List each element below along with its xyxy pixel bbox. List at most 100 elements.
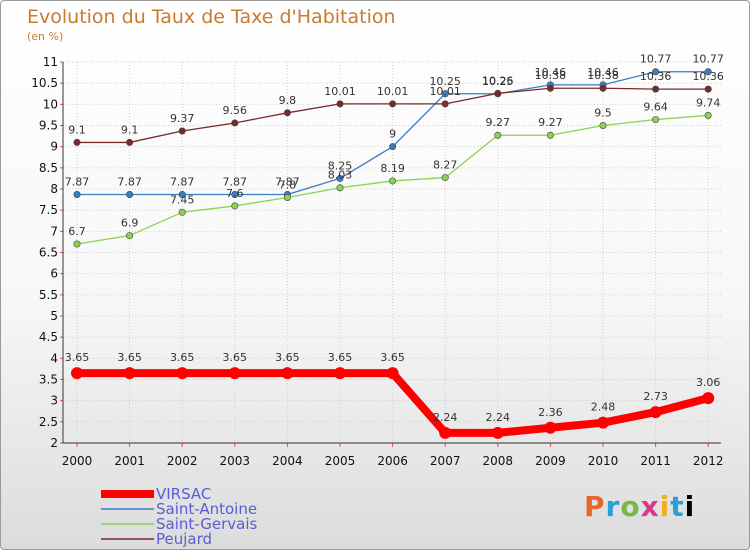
data-label: 2.48	[591, 401, 616, 414]
data-point	[178, 127, 186, 135]
logo-letter: x	[640, 490, 660, 523]
data-label: 7.87	[275, 176, 300, 189]
data-point	[73, 138, 81, 146]
x-tick-label: 2007	[430, 454, 461, 468]
data-point	[494, 89, 502, 97]
proxiti-logo: Proxiti	[584, 490, 695, 523]
data-point	[334, 367, 346, 380]
data-label: 3.65	[170, 351, 195, 364]
data-label: 7.87	[223, 176, 248, 189]
data-point	[546, 131, 554, 139]
data-point	[126, 138, 134, 146]
data-point	[386, 367, 399, 380]
y-tick-label: 2	[50, 436, 58, 450]
data-label: 9.8	[279, 94, 297, 107]
x-tick-label: 2005	[325, 454, 356, 468]
data-point	[389, 177, 397, 185]
y-tick-label: 5.5	[39, 288, 58, 302]
data-label: 10.77	[692, 53, 724, 66]
x-tick-label: 2008	[483, 454, 514, 468]
y-tick-label: 5	[50, 309, 58, 323]
data-label: 3.65	[117, 351, 142, 364]
y-tick-label: 9.5	[39, 119, 58, 133]
data-point	[389, 143, 397, 151]
data-label: 10.38	[535, 69, 567, 82]
data-label: 3.65	[380, 351, 405, 364]
axes	[60, 61, 721, 447]
data-point	[231, 202, 239, 210]
data-label: 10.01	[324, 85, 356, 98]
data-label: 9	[389, 128, 396, 141]
data-label: 7.8	[279, 178, 297, 191]
series-lines	[71, 68, 715, 439]
data-label: 9.37	[170, 112, 195, 125]
y-tick-label: 4.5	[39, 330, 58, 344]
data-label: 7.45	[170, 193, 195, 206]
data-label: 10.26	[482, 74, 514, 87]
data-label: 10.46	[535, 66, 567, 79]
data-label: 2.24	[433, 411, 458, 424]
data-label: 9.27	[538, 116, 563, 129]
data-label: 3.65	[275, 351, 300, 364]
data-point	[126, 191, 134, 199]
legend-label-saint-gervais: Saint-Gervais	[156, 515, 257, 533]
data-point	[178, 191, 186, 199]
data-label: 6.7	[68, 225, 86, 238]
data-point	[491, 426, 504, 439]
x-tick-label: 2000	[62, 454, 93, 468]
y-tick-label: 2.5	[39, 415, 58, 429]
logo-letter: t	[670, 490, 685, 523]
data-label: 10.38	[587, 69, 619, 82]
x-tick-label: 2009	[535, 454, 566, 468]
logo-letter: i	[659, 490, 671, 523]
data-point	[599, 122, 607, 130]
data-label: 10.25	[482, 75, 514, 88]
data-point	[441, 100, 449, 108]
y-tick-label: 4	[50, 351, 58, 365]
data-label: 9.1	[68, 123, 86, 136]
y-tick-label: 7.5	[39, 203, 58, 217]
data-point	[704, 68, 712, 76]
data-point	[652, 68, 660, 76]
data-label: 3.65	[223, 351, 248, 364]
data-point	[231, 119, 239, 127]
x-tick-label: 2010	[588, 454, 619, 468]
logo-letter: P	[584, 490, 606, 523]
x-axis-ticks: 2000 2001 2002 2003 2004 2005 2006 2007 2008 2009…	[62, 454, 724, 468]
data-point	[281, 367, 294, 380]
data-label: 2.24	[486, 411, 511, 424]
data-label: 7.87	[117, 176, 142, 189]
data-point	[336, 100, 344, 108]
logo-letter: i	[684, 490, 696, 523]
y-tick-label: 6.5	[39, 246, 58, 260]
data-point	[649, 406, 662, 419]
data-point	[228, 367, 241, 380]
legend-label-virsac: VIRSAC	[156, 485, 211, 503]
data-label: 7.6	[226, 187, 244, 200]
data-point	[599, 84, 607, 92]
data-point	[544, 421, 557, 434]
y-axis-ticks: 2 2.5 3 3.5 4 4.5 5 5.5 6 6.5 7 7.5 8 8.5 9 9.5 10 10.5 11	[31, 55, 58, 450]
chart-title: Evolution du Taux de Taxe d'Habitation	[27, 6, 396, 28]
data-label: 9.27	[486, 116, 511, 129]
data-label: 7.87	[65, 176, 90, 189]
y-tick-label: 11	[43, 55, 58, 69]
data-point	[71, 367, 83, 380]
data-point	[73, 240, 81, 248]
data-point	[231, 191, 239, 199]
data-labels: 3.65 3.65 3.65 3.65 3.65 3.65 3.65 2.24 2.24 2.36…	[65, 53, 724, 424]
data-point	[178, 208, 186, 216]
logo-letter: r	[605, 490, 621, 523]
data-point	[283, 193, 291, 201]
y-tick-label: 7	[50, 224, 58, 238]
data-label: 8.03	[328, 169, 353, 182]
data-point	[441, 174, 449, 182]
y-tick-label: 10	[43, 97, 58, 111]
data-label: 10.01	[429, 85, 461, 98]
data-point	[439, 426, 452, 439]
data-label: 10.25	[429, 75, 461, 88]
y-tick-label: 3.5	[39, 373, 58, 387]
gridlines	[63, 61, 721, 444]
